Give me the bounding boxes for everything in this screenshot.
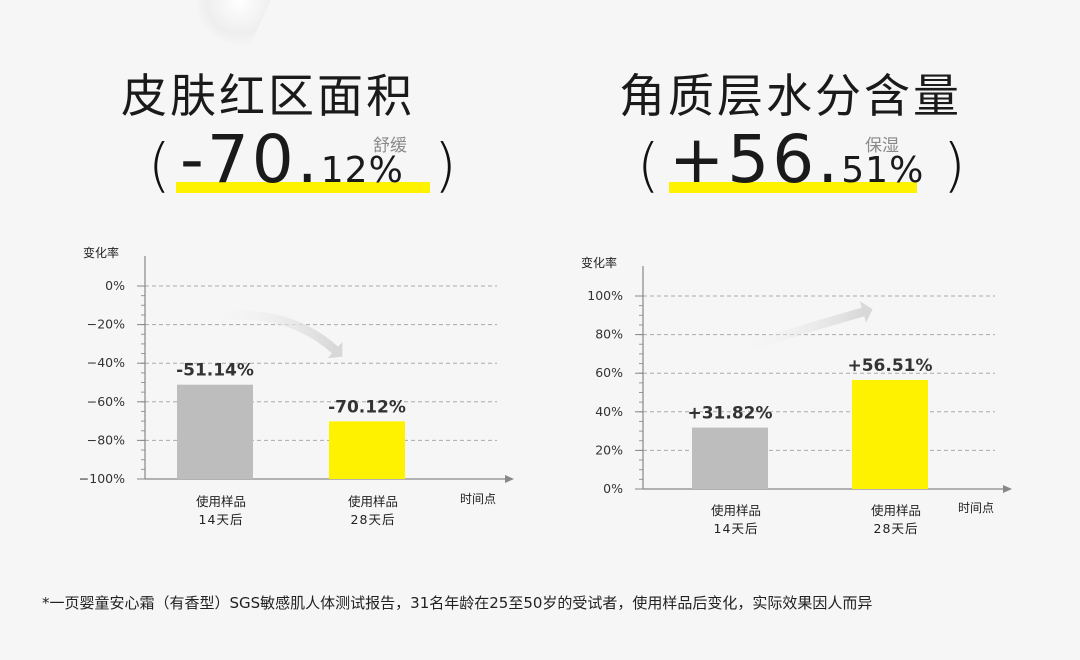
open-paren: (	[148, 131, 171, 199]
bar-value-label: -70.12%	[328, 397, 406, 417]
headline-highlight	[176, 182, 430, 193]
headline-decimal: 12%	[320, 150, 404, 191]
x-category-label: 14天后	[714, 521, 759, 536]
headline-main: -70.	[180, 121, 321, 198]
trend-arrow-head	[859, 301, 873, 323]
x-category-label: 使用样品	[348, 494, 398, 509]
x-category-label: 28天后	[874, 521, 919, 536]
footnote: *一页婴童安心霜（有香型）SGS敏感肌人体测试报告，31名年龄在25至50岁的受…	[42, 594, 873, 612]
y-tick-label: −60%	[87, 394, 125, 409]
bar	[177, 384, 253, 479]
headline-main: +56.	[669, 121, 842, 198]
redness-headline-value: -70.12%	[180, 121, 404, 198]
x-category-label: 使用样品	[196, 494, 246, 509]
y-tick-label: 80%	[595, 327, 623, 342]
y-tick-label: 40%	[595, 404, 623, 419]
x-category-label: 14天后	[199, 512, 244, 527]
moisture-headline-value: +56.51%	[669, 121, 924, 198]
moisture-panel: 角质层水分含量 ( 保湿 +56.51% ) 变化率 0% 20% 40% 60% 80%…	[540, 0, 1080, 570]
bar	[852, 379, 928, 489]
y-tick-label: −80%	[87, 432, 125, 447]
bar	[692, 427, 768, 489]
bar-value-label: +56.51%	[847, 356, 932, 376]
y-axis-label: 变化率	[83, 245, 119, 260]
y-tick-label: −20%	[87, 317, 125, 332]
bar-value-label: -51.14%	[176, 361, 254, 381]
x-category-label: 28天后	[351, 512, 396, 527]
close-paren: )	[943, 131, 966, 199]
chart-group: 变化率 0% −20% −40% −60% −80% −100% 时间点 -51.14% 使用样品…	[79, 245, 514, 527]
y-tick-label: 0%	[603, 481, 623, 496]
moisture-chart: 变化率 0% 20% 40% 60% 80% 100% 时间点 +31.82% 使用样品 14天后 +…	[581, 255, 1012, 536]
redness-title: 皮肤红区面积	[121, 69, 415, 123]
trend-arrow-shaft	[200, 310, 340, 355]
x-axis-arrow	[505, 475, 514, 483]
x-category-label: 使用样品	[711, 503, 761, 518]
x-axis-arrow	[1003, 485, 1012, 493]
y-tick-label: 100%	[587, 288, 623, 303]
redness-tag: 舒缓	[373, 136, 407, 156]
redness-chart: 变化率 0% −20% −40% −60% −80% −100% 时间点 -51.14% 使用样品…	[79, 245, 514, 527]
x-axis-label: 时间点	[460, 492, 496, 506]
x-axis-label: 时间点	[958, 501, 994, 515]
redness-panel: 皮肤红区面积 ( 舒缓 -70.12% ) 变化率 0% −20% −40% −60% −…	[0, 0, 540, 570]
bar	[329, 421, 405, 479]
y-tick-label: 0%	[105, 278, 125, 293]
y-tick-label: 20%	[595, 442, 623, 457]
open-paren: (	[637, 131, 660, 199]
y-axis-label: 变化率	[581, 255, 617, 270]
trend-arrow-head	[327, 341, 343, 359]
y-tick-label: −40%	[87, 355, 125, 370]
headline-highlight	[669, 182, 917, 193]
close-paren: )	[434, 131, 457, 199]
headline-decimal: 51%	[841, 150, 925, 191]
chart-group: 变化率 0% 20% 40% 60% 80% 100% 时间点 +31.82% 使用样品 14天后 +…	[581, 255, 1012, 536]
moisture-title: 角质层水分含量	[619, 69, 962, 123]
x-category-label: 使用样品	[871, 503, 921, 518]
moisture-tag: 保湿	[865, 136, 899, 156]
trend-arrow-shaft	[730, 307, 868, 355]
y-tick-label: 60%	[595, 365, 623, 380]
y-tick-label: −100%	[79, 471, 125, 486]
bar-value-label: +31.82%	[687, 404, 772, 424]
